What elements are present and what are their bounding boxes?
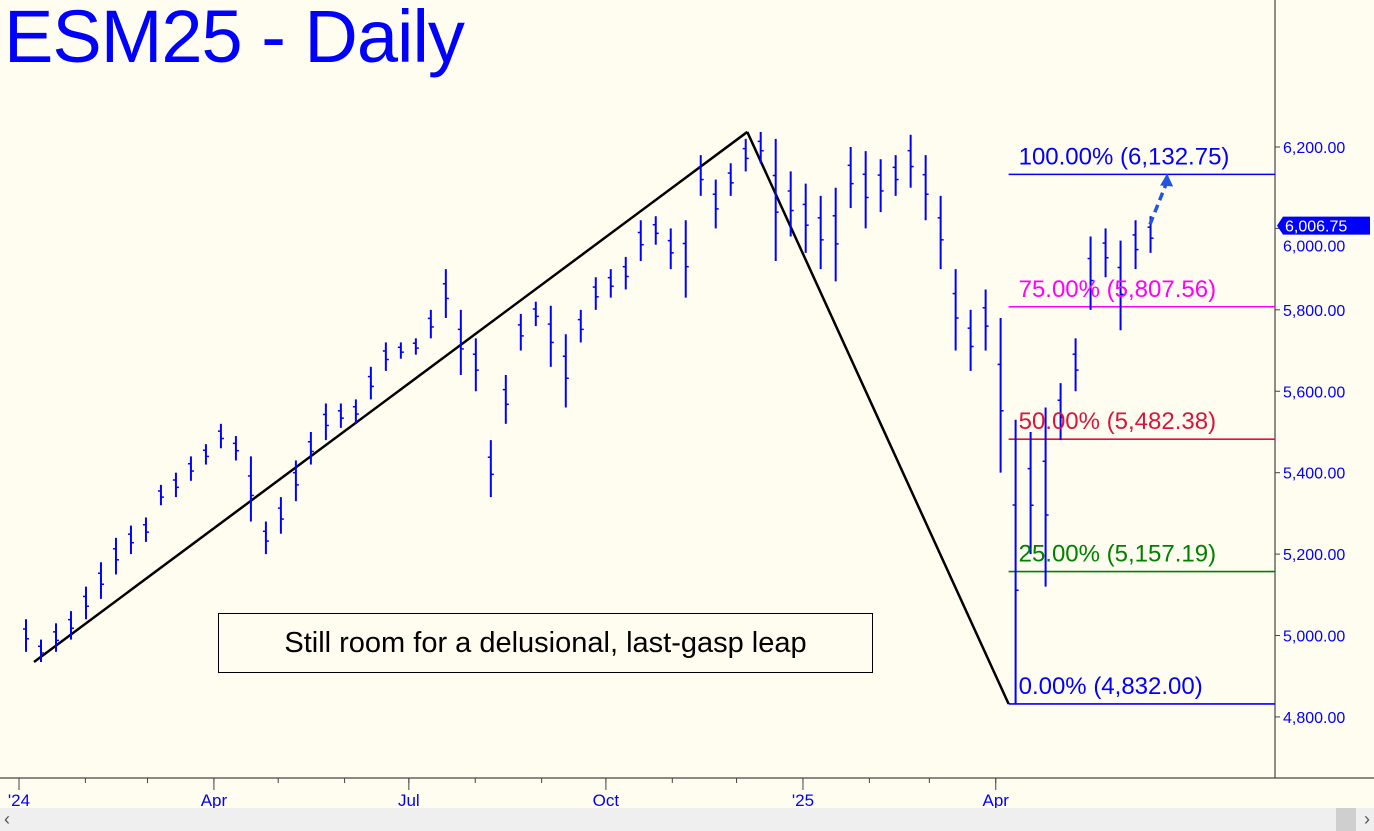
x-tick-label: Apr xyxy=(201,791,228,808)
annotation-box: Still room for a delusional, last-gasp l… xyxy=(218,613,873,673)
projection-arrowhead xyxy=(1160,173,1174,187)
fib-label: 50.00% (5,482.38) xyxy=(1019,408,1216,435)
fib-label: 25.00% (5,157.19) xyxy=(1019,541,1216,568)
y-tick-label: 5,000.00 xyxy=(1283,629,1345,646)
y-tick-label: 4,800.00 xyxy=(1283,710,1345,727)
horizontal-scrollbar[interactable]: ‹ › xyxy=(0,808,1374,831)
fib-label: 0.00% (4,832.00) xyxy=(1019,673,1203,700)
x-tick-label: Oct xyxy=(593,791,620,808)
y-tick-label: 5,200.00 xyxy=(1283,547,1345,564)
y-tick-label: 6,200.00 xyxy=(1283,140,1345,157)
x-tick-label: '24 xyxy=(8,791,30,808)
scroll-thumb[interactable] xyxy=(1336,808,1356,831)
trendline xyxy=(33,130,749,663)
y-tick-label: 6,000.00 xyxy=(1283,239,1345,256)
price-chart: 6,200.00 6,000.00 5,800.00 5,600.00 5,400.00… xyxy=(0,0,1374,808)
last-price-label: 6,006.75 xyxy=(1285,219,1347,236)
scroll-right-icon[interactable]: › xyxy=(1364,809,1370,829)
y-tick-label: 5,400.00 xyxy=(1283,466,1345,483)
projection-arrow xyxy=(1148,180,1169,225)
scroll-left-icon[interactable]: ‹ xyxy=(4,809,10,829)
last-price-tag xyxy=(1277,216,1370,235)
y-tick-label: 5,800.00 xyxy=(1283,303,1345,320)
x-tick-label: '25 xyxy=(792,791,814,808)
x-tick-label: Jul xyxy=(398,791,420,808)
fib-label: 100.00% (6,132.75) xyxy=(1019,143,1230,170)
chart-title: ESM25 - Daily xyxy=(4,0,465,78)
x-tick-label: Apr xyxy=(983,791,1010,808)
y-tick-label: 5,600.00 xyxy=(1283,384,1345,401)
fib-label: 75.00% (5,807.56) xyxy=(1019,276,1216,303)
